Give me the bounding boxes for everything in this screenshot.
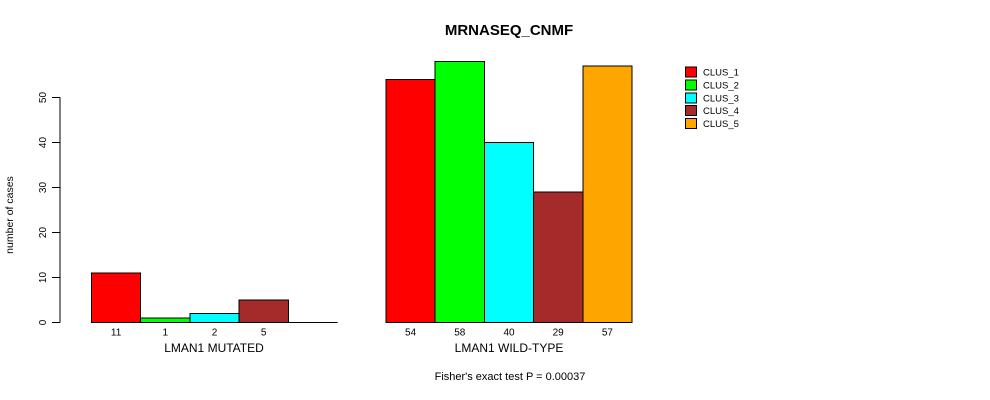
y-tick-label-10: 10 bbox=[38, 272, 49, 284]
legend-label-clus_5: CLUS_5 bbox=[703, 119, 739, 130]
y-tick-label-40: 40 bbox=[38, 137, 49, 149]
bar-value-label: 5 bbox=[261, 328, 267, 339]
legend-label-clus_3: CLUS_3 bbox=[703, 93, 739, 104]
legend-label-clus_4: CLUS_4 bbox=[703, 106, 739, 117]
y-tick-label-50: 50 bbox=[38, 92, 49, 104]
legend-label-clus_2: CLUS_2 bbox=[703, 80, 739, 91]
bar-value-label: 11 bbox=[111, 328, 122, 339]
bar-clus_3-group-1 bbox=[483, 142, 535, 323]
legend-label-clus_1: CLUS_1 bbox=[703, 68, 739, 79]
bar-clus_5-group-1 bbox=[582, 65, 633, 323]
y-tick-label-0: 0 bbox=[38, 319, 49, 325]
bar-clus_2-group-1 bbox=[434, 61, 485, 323]
y-tick-label-30: 30 bbox=[38, 182, 49, 194]
legend-swatch-clus_4 bbox=[685, 105, 697, 117]
legend-swatch-clus_1 bbox=[685, 66, 697, 78]
bar-clus_3-group-0 bbox=[189, 313, 240, 323]
bar-clus_4-group-0 bbox=[238, 299, 289, 323]
group-label-mutated: LMAN1 MUTATED bbox=[164, 341, 264, 355]
legend-swatch-clus_5 bbox=[685, 118, 697, 130]
bar-clus_2-group-0 bbox=[140, 317, 191, 323]
bar-clus_1-group-1 bbox=[385, 79, 436, 323]
legend-swatch-clus_3 bbox=[685, 92, 697, 104]
bar-clus_4-group-1 bbox=[533, 191, 584, 323]
chart-title: MRNASEQ_CNMF bbox=[445, 22, 573, 39]
bar-value-label: 29 bbox=[553, 328, 565, 339]
bar-value-label: 40 bbox=[503, 328, 515, 339]
bar-value-label: 58 bbox=[454, 328, 466, 339]
bar-value-label: 1 bbox=[163, 328, 169, 339]
legend-swatch-clus_2 bbox=[685, 79, 697, 91]
bar-value-label: 54 bbox=[405, 328, 417, 339]
group-label-wild-type: LMAN1 WILD-TYPE bbox=[455, 341, 564, 355]
bar-value-label: 57 bbox=[602, 328, 614, 339]
footer-caption: Fisher's exact test P = 0.00037 bbox=[435, 371, 586, 383]
bar-clus_1-group-0 bbox=[91, 272, 142, 323]
bar-value-label: 2 bbox=[212, 328, 218, 339]
y-axis-label: number of cases bbox=[4, 176, 16, 254]
y-tick-label-20: 20 bbox=[38, 227, 49, 239]
